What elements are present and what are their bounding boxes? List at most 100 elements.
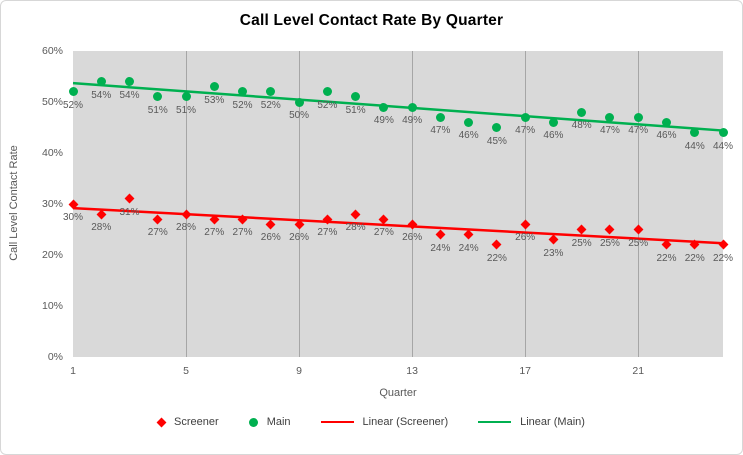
y-axis-tick-label: 50% <box>41 95 63 108</box>
main-data-label: 53% <box>204 94 225 106</box>
main-data-point-marker <box>661 117 671 127</box>
main-data-point-marker <box>520 112 530 122</box>
gridline <box>637 51 639 357</box>
legend-label: Screener <box>174 416 219 428</box>
screener-data-label: 26% <box>515 232 536 244</box>
main-data-point-marker <box>96 77 106 87</box>
main-data-point-marker <box>464 117 474 127</box>
main-data-point-marker <box>351 92 361 102</box>
main-data-point-marker <box>153 92 163 102</box>
legend: Screener Main Linear (Screener) Linear (Mai… <box>1 412 742 432</box>
y-axis-tick-label: 60% <box>41 44 63 57</box>
line-swatch-icon <box>478 420 512 424</box>
x-axis-tick-label: 1 <box>70 365 76 377</box>
screener-data-label: 28% <box>176 222 197 234</box>
main-data-point-marker <box>322 87 332 97</box>
screener-data-label: 22% <box>684 252 705 264</box>
trendline-linear-main <box>72 81 724 132</box>
screener-data-label: 22% <box>712 252 733 264</box>
screener-data-label: 25% <box>599 237 620 249</box>
gridline <box>185 51 187 357</box>
x-axis-tick-label: 17 <box>519 365 532 377</box>
y-axis-tick-label: 40% <box>41 146 63 159</box>
screener-data-label: 27% <box>204 227 225 239</box>
screener-data-label: 26% <box>289 232 310 244</box>
main-data-point-marker <box>379 102 389 112</box>
main-data-point-marker <box>435 112 445 122</box>
main-data-label: 51% <box>176 104 197 116</box>
x-axis-tick-label: 5 <box>183 365 189 377</box>
main-data-label: 51% <box>147 104 168 116</box>
main-data-label: 47% <box>628 125 649 137</box>
chart-title: Call Level Contact Rate By Quarter <box>239 12 504 29</box>
main-data-label: 45% <box>486 135 507 147</box>
main-data-label: 49% <box>402 115 423 127</box>
gridline <box>298 51 300 357</box>
screener-data-label: 26% <box>260 232 281 244</box>
main-data-point-marker <box>407 102 417 112</box>
screener-data-label: 24% <box>430 242 451 254</box>
screener-data-label: 28% <box>345 222 366 234</box>
main-data-point-marker <box>548 117 558 127</box>
screener-data-label: 27% <box>317 227 338 239</box>
main-data-point-marker <box>294 97 304 107</box>
main-data-label: 52% <box>232 99 253 111</box>
main-data-label: 44% <box>684 140 705 152</box>
plot-area: 30% 28% 31% 27% 28% 27% 27% 26% 26% 27% 28% 27% 26% 2… <box>63 51 733 357</box>
y-axis-tick-label: 20% <box>41 248 63 261</box>
legend-label: Main <box>266 416 291 428</box>
main-data-point-marker <box>492 123 502 132</box>
x-axis-tick-label: 21 <box>632 365 645 377</box>
legend-item-screener: Screener <box>156 416 219 428</box>
main-data-label: 46% <box>458 130 479 142</box>
diamond-swatch-icon <box>156 417 167 427</box>
main-data-label: 52% <box>62 99 83 111</box>
main-data-point-marker <box>209 82 219 92</box>
screener-data-label: 26% <box>402 232 423 244</box>
legend-label: Linear (Screener) <box>362 416 449 428</box>
main-data-label: 46% <box>656 130 677 142</box>
screener-data-label: 31% <box>119 206 140 218</box>
main-data-label: 50% <box>289 110 310 121</box>
main-data-point-marker <box>266 87 276 97</box>
screener-data-label: 27% <box>373 227 394 239</box>
main-data-point-marker <box>68 87 78 97</box>
main-data-point-marker <box>577 107 587 117</box>
y-axis-tick-label: 10% <box>41 299 63 312</box>
main-data-point-marker <box>181 92 191 102</box>
main-data-label: 51% <box>345 104 366 116</box>
main-data-label: 47% <box>599 125 620 137</box>
screener-data-label: 24% <box>458 242 479 254</box>
legend-item-linear-main: Linear (Main) <box>478 416 585 428</box>
main-data-point-marker <box>690 128 700 138</box>
x-axis-tick-label: 9 <box>296 365 302 377</box>
screener-data-label: 27% <box>147 227 168 239</box>
screener-data-label: 28% <box>91 222 112 234</box>
circle-swatch-icon <box>248 417 258 427</box>
gridline <box>524 51 526 357</box>
main-data-point-marker <box>633 112 643 122</box>
x-axis-tick-label: 13 <box>406 365 418 377</box>
line-swatch-icon <box>320 420 354 424</box>
main-data-label: 44% <box>712 140 733 152</box>
main-data-label: 52% <box>260 99 281 111</box>
gridline <box>411 51 413 357</box>
main-data-label: 52% <box>317 99 338 111</box>
main-data-point-marker <box>718 128 728 138</box>
legend-item-main: Main <box>248 416 291 428</box>
screener-data-label: 22% <box>656 252 677 264</box>
main-data-point-marker <box>238 87 248 97</box>
y-axis-tick-label: 30% <box>41 197 63 210</box>
trendlines-layer <box>72 81 724 245</box>
legend-label: Linear (Main) <box>520 416 585 428</box>
main-data-point-marker <box>605 112 615 122</box>
main-data-label: 47% <box>430 125 451 137</box>
screener-data-label: 30% <box>62 212 83 223</box>
main-data-label: 54% <box>91 89 112 101</box>
main-data-label: 49% <box>373 115 394 127</box>
main-data-label: 46% <box>543 130 564 142</box>
main-data-label: 54% <box>119 89 140 101</box>
screener-data-label: 23% <box>543 247 564 259</box>
legend-item-linear-screener: Linear (Screener) <box>320 416 449 428</box>
